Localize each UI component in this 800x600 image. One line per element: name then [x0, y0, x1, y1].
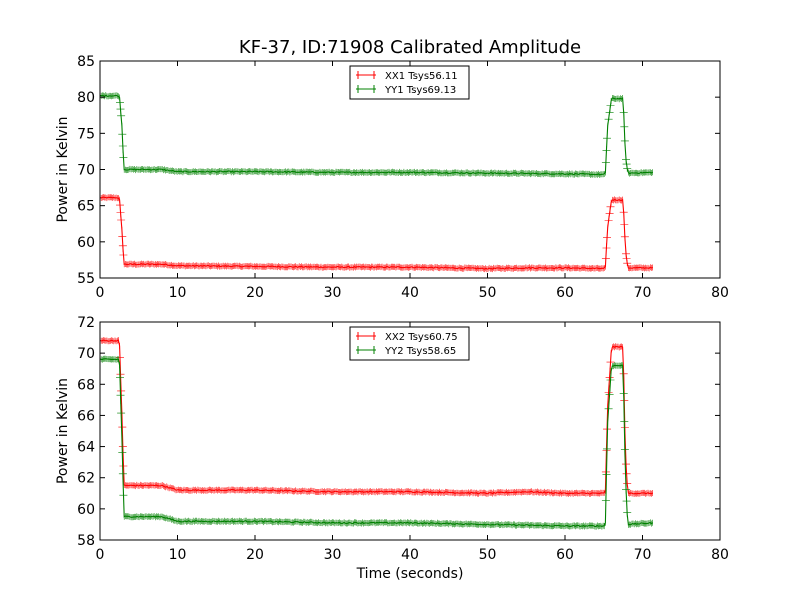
x-axis-label: Time (seconds) [356, 566, 464, 582]
legend-label: YY1 Tsys69.13 [384, 85, 456, 96]
x-tick-label: 10 [169, 547, 187, 563]
legend-label: XX2 Tsys60.75 [385, 332, 458, 343]
y-tick-label: 55 [77, 271, 95, 287]
legend: XX2 Tsys60.75 YY2 Tsys58.65 [349, 326, 470, 361]
x-tick-label: 50 [479, 285, 497, 301]
x-tick-label: 60 [556, 547, 574, 563]
series-line-2 [100, 358, 653, 528]
x-tick-label: 30 [324, 547, 342, 563]
y-tick-label: 62 [77, 471, 95, 487]
y-tick-label: 66 [77, 408, 95, 424]
legend-box [349, 326, 470, 361]
x-tick-label: 50 [479, 547, 497, 563]
series-markers-1 [99, 337, 653, 497]
x-tick-label: 80 [711, 285, 729, 301]
x-tick-label: 10 [169, 285, 187, 301]
legend-label: XX1 Tsys56.11 [385, 71, 458, 82]
series-markers-2 [99, 92, 653, 178]
plot-top: 0 10 20 30 40 50 60 70 80 55 60 65 70 75 80 85 Power in … [55, 54, 729, 301]
x-tick-label: 0 [96, 285, 105, 301]
y-tick-label: 64 [77, 440, 95, 456]
x-tick-label: 60 [556, 285, 574, 301]
x-tick-label: 40 [401, 547, 419, 563]
x-tick-label: 40 [401, 285, 419, 301]
y-tick-label: 85 [77, 54, 95, 70]
y-tick-label: 70 [77, 163, 95, 179]
x-tick-label: 30 [324, 285, 342, 301]
plot-bottom: 0 10 20 30 40 50 60 70 80 58 60 62 64 66 68 70 72 Power i… [55, 315, 729, 582]
y-tick-label: 65 [77, 199, 95, 215]
y-tick-label: 72 [77, 315, 95, 331]
legend-box [349, 65, 470, 100]
y-tick-label: 70 [77, 346, 95, 362]
series-markers-2 [99, 355, 653, 530]
y-tick-label: 60 [77, 502, 95, 518]
y-tick-label: 68 [77, 377, 95, 393]
y-axis-label: Power in Kelvin [55, 116, 71, 222]
y-tick-label: 80 [77, 90, 95, 106]
series-line-1 [99, 339, 653, 495]
series-line-2 [99, 94, 653, 176]
x-tick-label: 0 [96, 547, 105, 563]
y-axis-label: Power in Kelvin [55, 378, 71, 484]
chart-title: KF-37, ID:71908 Calibrated Amplitude [239, 37, 581, 58]
x-tick-label: 20 [246, 547, 264, 563]
series-markers-1 [99, 194, 653, 273]
y-tick-label: 58 [77, 533, 95, 549]
x-tick-label: 80 [711, 547, 729, 563]
x-tick-label: 70 [634, 285, 652, 301]
x-tick-label: 70 [634, 547, 652, 563]
legend: XX1 Tsys56.11 YY1 Tsys69.13 [349, 65, 470, 100]
y-tick-label: 75 [77, 126, 95, 142]
series-line-1 [99, 196, 653, 270]
legend-label: YY2 Tsys58.65 [384, 346, 456, 357]
y-tick-label: 60 [77, 235, 95, 251]
x-tick-label: 20 [246, 285, 264, 301]
